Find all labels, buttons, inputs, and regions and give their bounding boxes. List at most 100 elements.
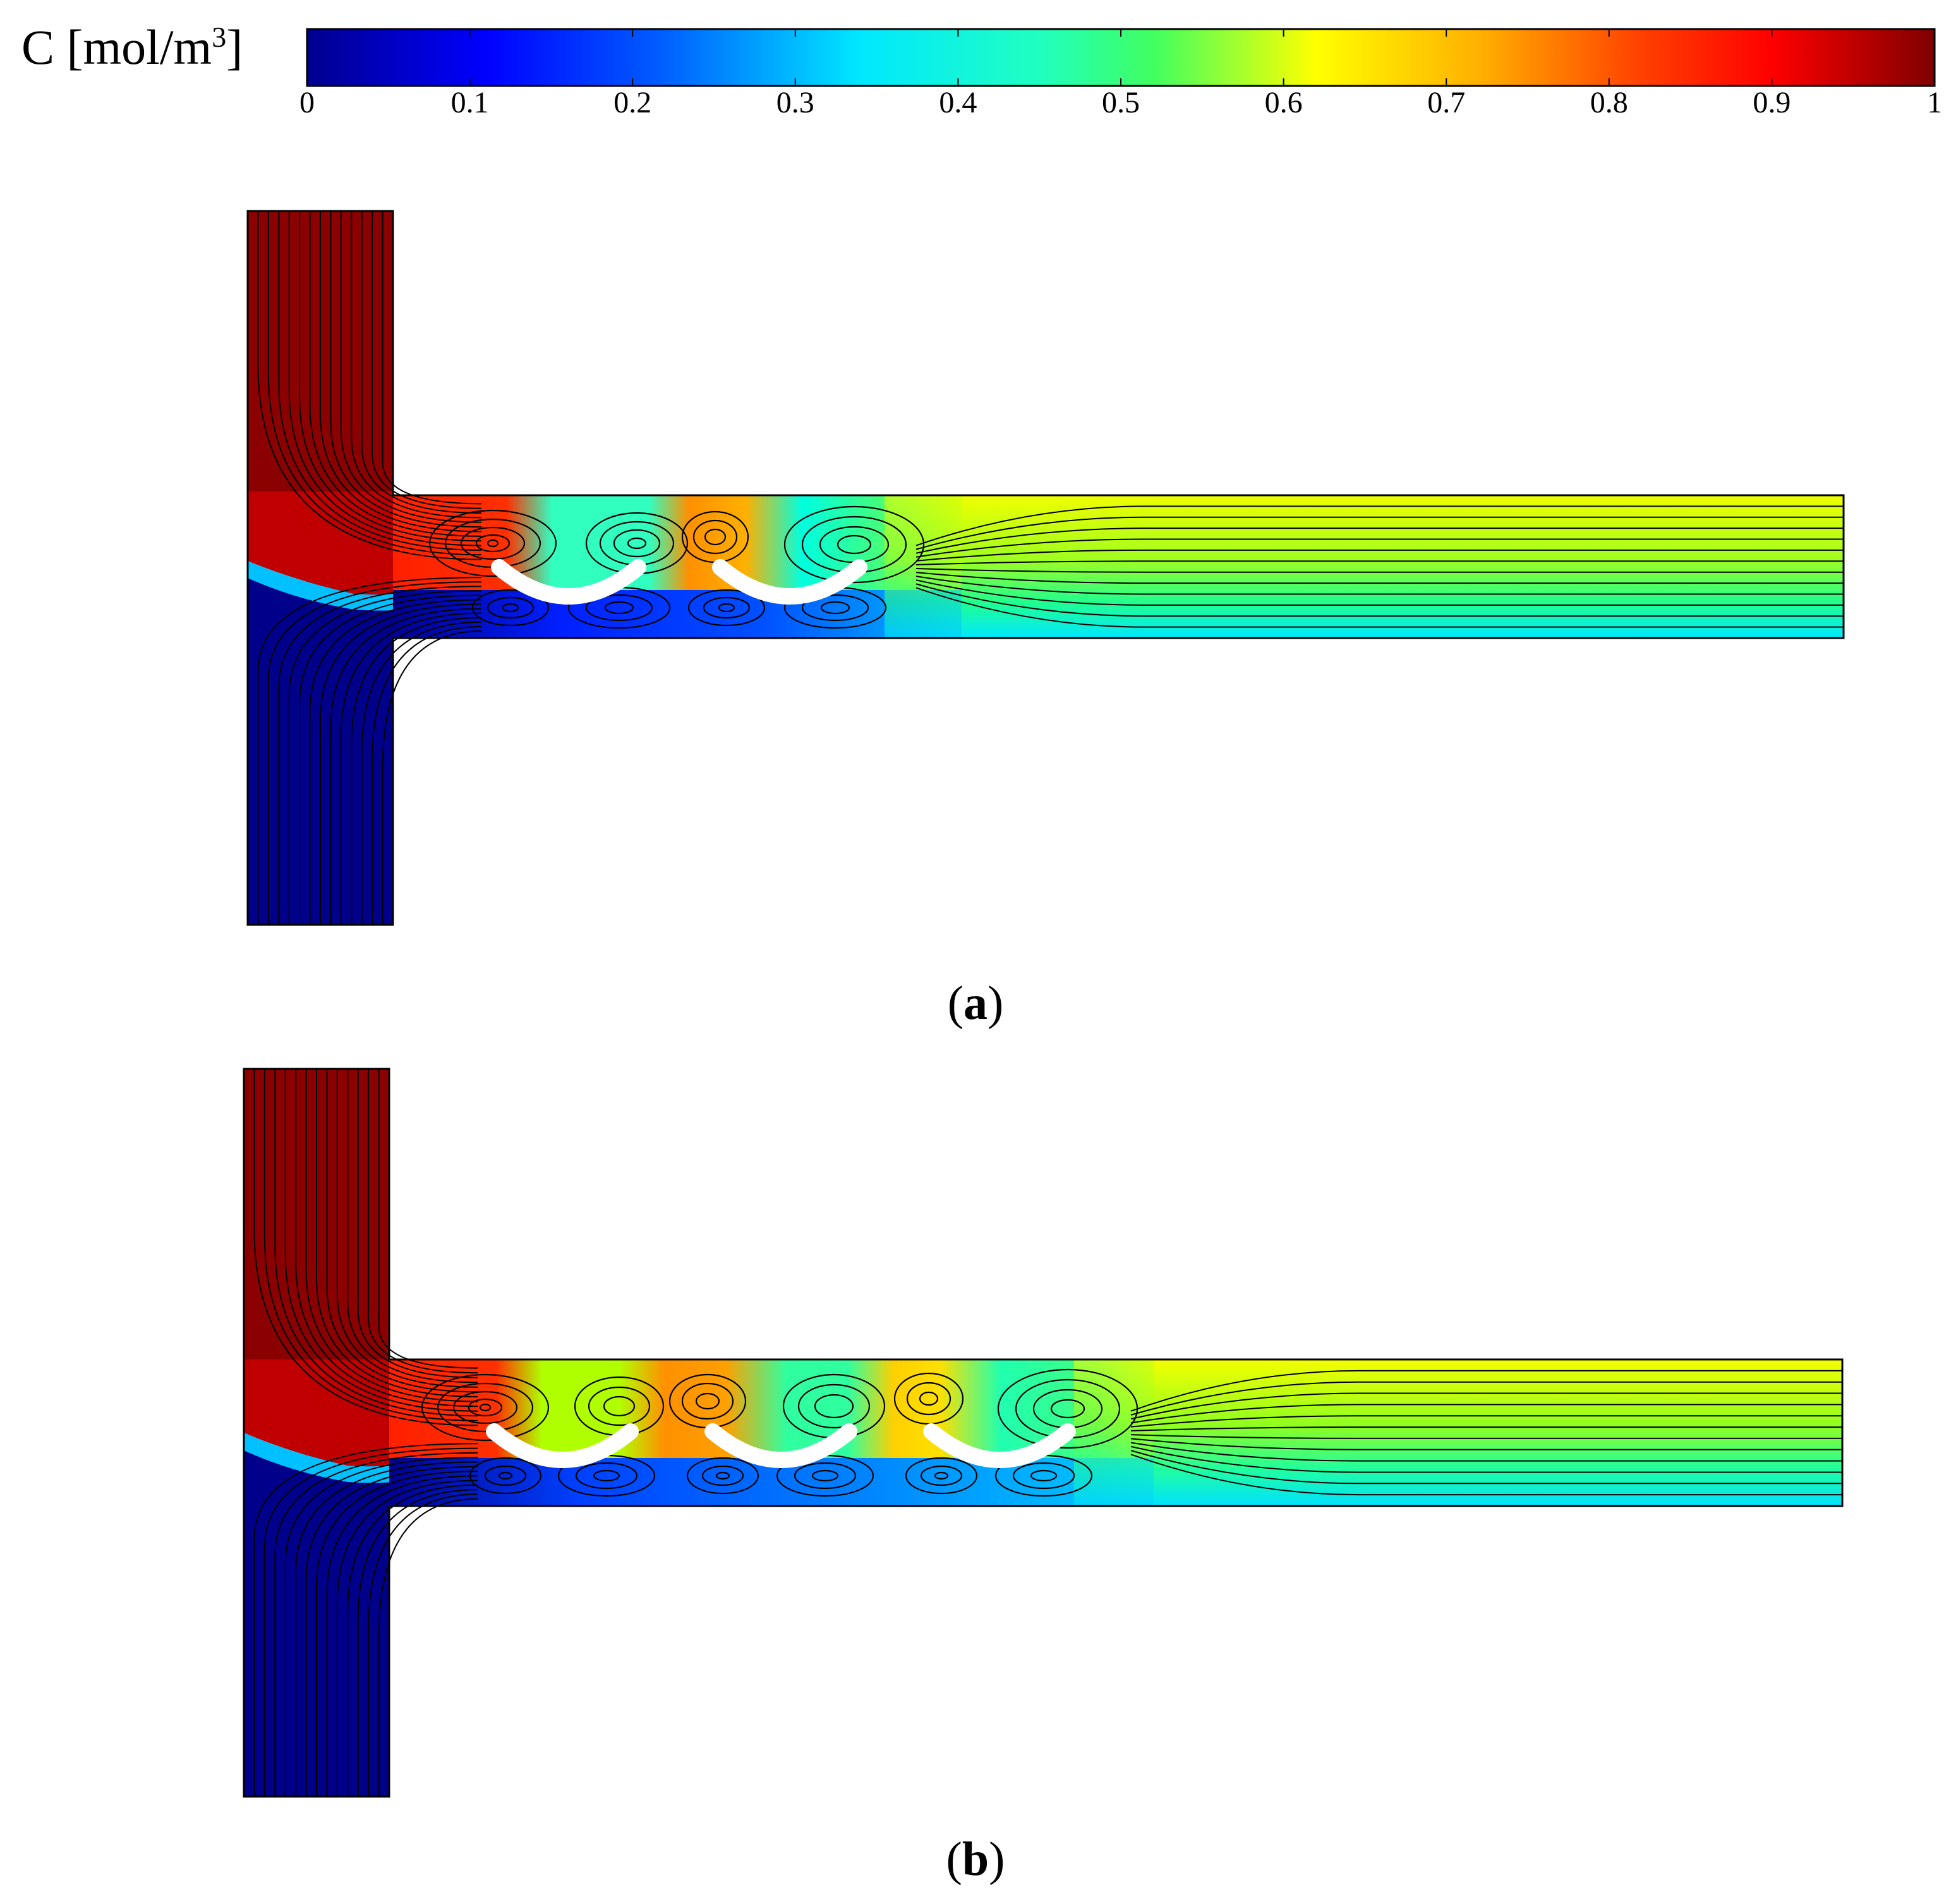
streamline [326,1475,478,1797]
colorbar-title-suffix: ] [226,20,243,75]
streamline [915,549,1844,562]
streamline [915,560,1844,565]
baffle-a1 [491,559,646,605]
baffle-b3 [923,1423,1076,1468]
baffle-a2 [712,559,867,605]
streamline [326,1069,478,1393]
caption-b: (b) [946,1833,1005,1886]
streamline [371,625,482,925]
streamline [253,1069,478,1426]
streamline [316,1069,478,1397]
streamline [915,575,1844,595]
colorbar: 0 0.1 0.2 0.3 0.4 0.5 0.6 0.7 0.8 0.9 1 [299,28,1942,119]
baffle-b2 [704,1423,857,1468]
streamline [915,527,1844,554]
streamline [330,211,482,528]
streamline [299,594,482,925]
streamline [288,211,482,546]
streamline [340,211,482,523]
baffle-b1 [486,1423,639,1468]
vortex-a5 [471,589,550,627]
colorbar-tick-label: 0 [299,86,315,119]
colorbar-tick-label: 1 [1927,86,1942,119]
channel-outline-b [243,1068,1844,1798]
streamline [305,1069,478,1402]
streamline [357,1069,478,1378]
vortex-a1 [428,509,557,577]
colorbar-title-exponent: 3 [212,21,227,53]
streamline [1130,1370,1842,1412]
streamline [330,608,482,925]
streamline [1130,1445,1842,1473]
streamline [320,211,482,533]
panel-a [246,210,1845,926]
streamline [1130,1454,1842,1496]
streamline [295,1069,478,1407]
streamline [336,1479,478,1797]
vortex-b11 [905,1457,978,1495]
streamline [378,1498,478,1797]
streamline [309,211,482,537]
streamline [336,1069,478,1388]
colorbar-ticks: 0 0.1 0.2 0.3 0.4 0.5 0.6 0.7 0.8 0.9 1 [299,29,1942,119]
streamline [915,579,1844,606]
streamline [382,211,482,505]
streamline [915,587,1844,628]
streamline [278,586,482,925]
outlet-region [962,495,1844,638]
colorbar-tick-label: 0.4 [939,86,977,119]
streamline [257,577,482,925]
streamline [284,1457,478,1797]
outlet-transition [1074,1359,1200,1506]
streamline [361,211,482,514]
streamline [382,630,482,925]
streamline [1130,1438,1842,1450]
streamline [915,568,1844,573]
streamline [351,211,482,519]
streamline [347,1069,478,1383]
streamline [371,211,482,509]
streamline [278,211,482,551]
colorbar-tick-label: 0.5 [1102,86,1140,119]
colorbar-tick-label: 0.9 [1753,86,1791,119]
streamline [347,1484,478,1797]
streamline [1130,1404,1842,1424]
streamline [378,1069,478,1369]
outlet-transition [885,495,1011,638]
streamline [1130,1381,1842,1416]
streamline [1130,1434,1842,1439]
colorbar-tick-label: 0.3 [776,86,814,119]
streamline [309,599,482,925]
streamline [320,603,482,925]
vortex-a7 [687,589,766,627]
streamline [267,581,482,925]
streamline [915,538,1844,558]
streamline [295,1461,478,1797]
streamline [368,1493,478,1797]
vortex-b3 [668,1373,747,1429]
mixing-lower [393,590,962,638]
streamline [263,1069,478,1421]
vortex-b9 [686,1457,759,1495]
colorbar-gradient [306,28,1936,87]
streamline [1130,1426,1842,1431]
streamline [267,211,482,556]
streamline [299,211,482,542]
streamline [1130,1442,1842,1462]
caption-b-letter: b [962,1833,989,1886]
streamline [361,621,482,925]
channel-outline-a [246,210,1845,926]
streamline [257,211,482,560]
streamline [915,583,1844,617]
caption-a-letter: a [963,977,988,1030]
colorbar-tick-label: 0.2 [613,86,651,119]
streamline [915,572,1844,584]
colorbar-tick-label: 0.1 [451,86,489,119]
streamline [1130,1415,1842,1428]
colorbar-tick-label: 0.6 [1265,86,1303,119]
colorbar-title: C [mol/m3] [21,19,243,76]
streamline [368,1069,478,1374]
colorbar-tick-label: 0.7 [1427,86,1465,119]
outlet-region [1154,1359,1842,1506]
